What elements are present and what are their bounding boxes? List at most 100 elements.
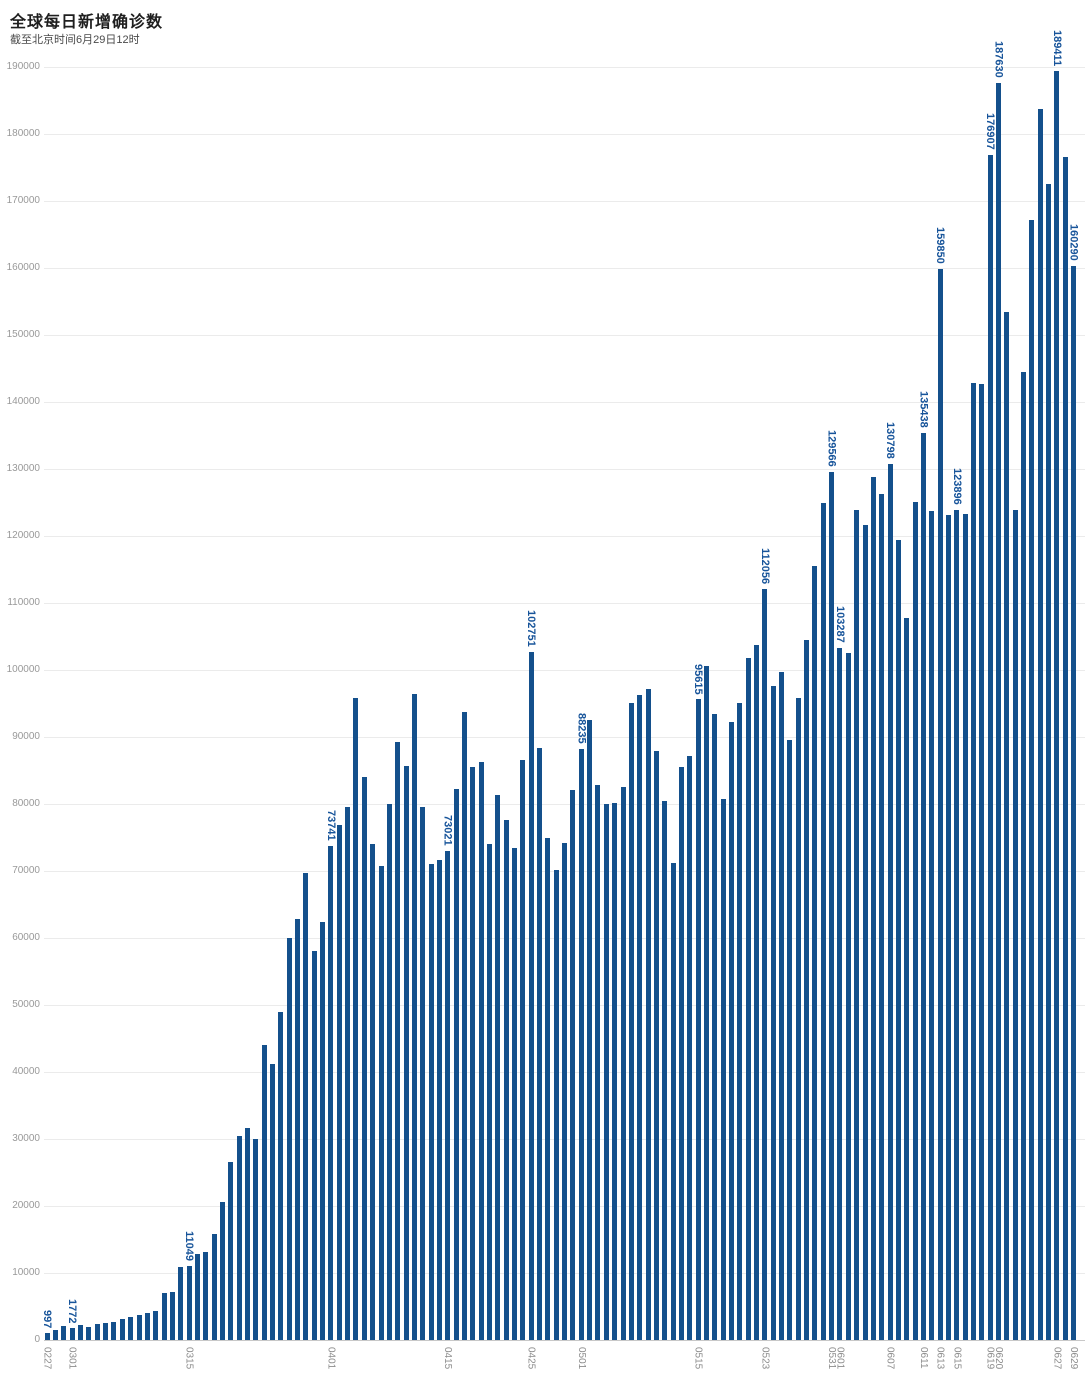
bar-0413 (428, 863, 434, 1340)
bar-0419 (478, 761, 484, 1340)
bar-0425 (528, 651, 534, 1340)
bar-0402 (336, 824, 342, 1340)
bar-0604 (862, 525, 868, 1340)
x-tick-label-0227: 0227 (41, 1347, 53, 1370)
value-label-0501: 88235 (575, 713, 588, 744)
value-label-0523: 112056 (758, 548, 771, 585)
bar-0424 (520, 759, 526, 1340)
bar-0313 (169, 1291, 175, 1340)
bar-0404 (353, 697, 359, 1340)
y-axis-tick-label: 130000 (6, 463, 40, 474)
gridline (44, 737, 1085, 738)
gridline (44, 670, 1085, 671)
bar-0525 (779, 672, 784, 1340)
bar-0302 (78, 1325, 84, 1340)
value-label-0401: 73741 (324, 810, 337, 841)
bar-0403 (345, 806, 351, 1340)
bar-0415 (445, 850, 451, 1340)
value-label-0607: 130798 (884, 421, 896, 459)
bar-0528 (804, 639, 810, 1340)
value-label-0620: 187630 (992, 41, 1005, 78)
y-axis-tick-label: 60000 (12, 932, 40, 943)
bar-0317 (203, 1252, 209, 1340)
bar-0309 (136, 1315, 142, 1340)
gridline (44, 469, 1085, 470)
bar-0501 (578, 748, 584, 1340)
x-tick-label-0425: 0425 (525, 1347, 537, 1370)
value-label-0611: 135438 (917, 390, 930, 428)
gridline (44, 402, 1085, 403)
x-tick-label-0531: 0531 (826, 1347, 838, 1370)
y-axis-tick-label: 110000 (7, 597, 40, 608)
value-label-0415: 73021 (441, 815, 454, 846)
bar-0608 (895, 540, 901, 1340)
y-axis-tick-label: 90000 (12, 731, 40, 742)
bar-0427 (545, 838, 551, 1340)
bar-0611 (920, 432, 926, 1340)
bar-0606 (879, 493, 885, 1340)
x-tick-label-0315: 0315 (183, 1347, 195, 1370)
bar-0503 (595, 784, 601, 1340)
y-axis-tick-label: 160000 (6, 262, 40, 273)
bar-0605 (870, 477, 876, 1340)
bar-0512 (670, 863, 676, 1340)
y-axis-tick-label: 30000 (12, 1133, 40, 1144)
y-axis-tick-label: 40000 (12, 1066, 40, 1077)
bar-0626 (1046, 183, 1052, 1340)
value-label-0531: 129566 (825, 430, 838, 467)
bar-0324 (261, 1045, 267, 1340)
bar-0310 (144, 1312, 150, 1340)
bar-0627 (1054, 70, 1060, 1340)
bar-0229 (61, 1325, 67, 1340)
bar-0612 (929, 510, 935, 1340)
bar-0521 (745, 657, 751, 1340)
bar-0426 (537, 748, 542, 1340)
bar-0420 (487, 843, 492, 1340)
bar-0522 (754, 644, 759, 1340)
bar-0316 (194, 1253, 200, 1340)
x-tick-label-0301: 0301 (66, 1347, 78, 1370)
bar-0306 (111, 1321, 117, 1340)
bar-0428 (553, 870, 559, 1340)
bar-0307 (119, 1319, 125, 1340)
bar-0619 (987, 154, 993, 1340)
bar-0305 (103, 1322, 109, 1340)
bar-0406 (370, 843, 376, 1340)
bar-0524 (770, 686, 776, 1340)
value-label-0629: 160290 (1067, 224, 1080, 262)
y-axis-tick-label: 0 (34, 1334, 40, 1345)
bar-0623 (1021, 371, 1026, 1340)
bar-0523 (762, 589, 768, 1340)
bar-0517 (712, 714, 718, 1340)
bar-0311 (153, 1310, 159, 1340)
bar-0321 (236, 1136, 242, 1340)
bar-0510 (653, 751, 659, 1340)
bar-0511 (662, 800, 668, 1340)
bar-0620 (996, 82, 1001, 1340)
bar-0327 (286, 938, 292, 1340)
bar-0326 (278, 1012, 284, 1340)
gridline (44, 804, 1085, 805)
bar-0418 (470, 766, 476, 1340)
bar-0421 (495, 794, 501, 1340)
bar-0401 (328, 845, 334, 1340)
bar-0615 (954, 509, 960, 1340)
bar-0315 (186, 1266, 192, 1340)
bar-0304 (94, 1323, 100, 1340)
bar-0514 (687, 756, 693, 1340)
bar-0624 (1029, 219, 1035, 1340)
y-axis-tick-label: 50000 (12, 999, 40, 1010)
bar-0410 (403, 765, 409, 1340)
bar-0629 (1071, 266, 1077, 1340)
bar-0408 (386, 804, 392, 1340)
y-axis-tick-label: 120000 (6, 530, 40, 541)
x-tick-label-0619: 0619 (984, 1347, 996, 1370)
bar-0618 (979, 383, 985, 1340)
bar-0508 (637, 694, 643, 1340)
x-tick-label-0607: 0607 (884, 1347, 896, 1370)
value-label-0615: 123896 (950, 468, 963, 505)
bar-0318 (211, 1234, 217, 1340)
bar-0301 (69, 1328, 75, 1340)
bar-0423 (512, 847, 517, 1340)
bar-0314 (178, 1267, 184, 1340)
